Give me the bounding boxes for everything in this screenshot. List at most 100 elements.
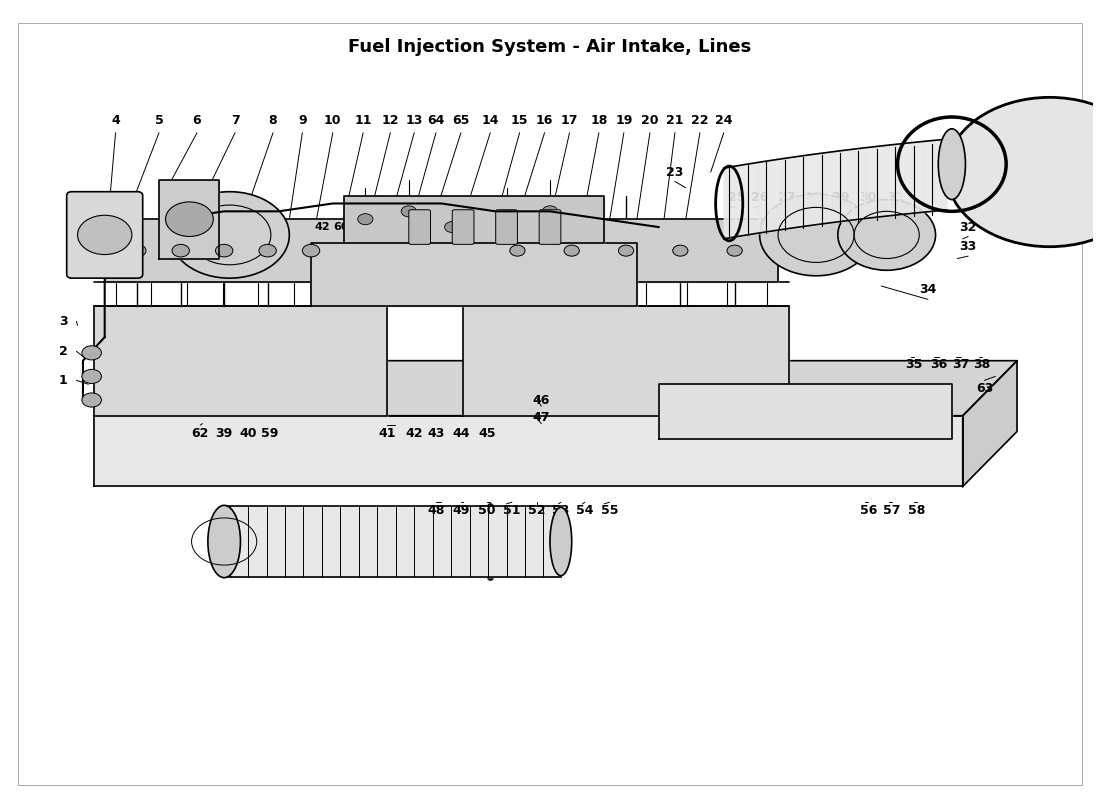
Circle shape <box>358 214 373 225</box>
Text: 31: 31 <box>887 190 904 204</box>
Text: 23: 23 <box>667 166 683 178</box>
Text: 21: 21 <box>667 114 684 127</box>
Ellipse shape <box>550 507 572 576</box>
Circle shape <box>165 202 213 237</box>
Circle shape <box>81 370 101 383</box>
FancyBboxPatch shape <box>539 210 561 244</box>
Text: 7: 7 <box>231 114 240 127</box>
Circle shape <box>618 245 634 256</box>
Text: 64: 64 <box>427 114 444 127</box>
Circle shape <box>673 245 688 256</box>
Text: 43: 43 <box>427 426 444 439</box>
Polygon shape <box>343 196 604 242</box>
Circle shape <box>509 245 525 256</box>
Text: 33: 33 <box>959 240 977 254</box>
Polygon shape <box>94 306 387 416</box>
Text: 61: 61 <box>352 222 367 232</box>
FancyBboxPatch shape <box>409 210 430 244</box>
Text: 57: 57 <box>883 503 901 517</box>
Text: 32: 32 <box>959 221 977 234</box>
Text: 59: 59 <box>261 426 278 439</box>
Text: 48: 48 <box>427 503 444 517</box>
Text: 53: 53 <box>552 503 570 517</box>
Circle shape <box>258 244 276 257</box>
Circle shape <box>169 192 289 278</box>
Text: 29: 29 <box>833 190 850 204</box>
Text: 16: 16 <box>536 114 553 127</box>
Text: 19: 19 <box>615 114 632 127</box>
Text: 28: 28 <box>804 190 822 204</box>
Text: 2: 2 <box>59 345 68 358</box>
Text: 62: 62 <box>191 426 209 439</box>
FancyBboxPatch shape <box>67 192 143 278</box>
Circle shape <box>81 393 101 407</box>
Polygon shape <box>474 219 778 282</box>
Text: 47: 47 <box>532 410 550 424</box>
Polygon shape <box>311 242 637 306</box>
Polygon shape <box>962 361 1018 486</box>
Text: 60: 60 <box>333 222 349 232</box>
Circle shape <box>302 244 320 257</box>
Text: 55: 55 <box>601 503 618 517</box>
Text: 42: 42 <box>315 222 330 232</box>
Text: 40: 40 <box>240 426 256 439</box>
Text: 18: 18 <box>591 114 607 127</box>
Text: 51: 51 <box>503 503 520 517</box>
Text: 65: 65 <box>452 114 470 127</box>
Text: 46: 46 <box>532 394 550 406</box>
Polygon shape <box>104 219 376 282</box>
Ellipse shape <box>938 129 966 199</box>
Text: 41: 41 <box>378 426 396 439</box>
Text: 36: 36 <box>931 358 947 371</box>
Circle shape <box>760 194 872 276</box>
Text: 50: 50 <box>478 503 496 517</box>
Text: 44: 44 <box>452 426 470 439</box>
Text: 10: 10 <box>324 114 341 127</box>
Circle shape <box>542 206 558 217</box>
Circle shape <box>172 244 189 257</box>
Ellipse shape <box>208 506 241 578</box>
Text: 9: 9 <box>298 114 307 127</box>
Text: 24: 24 <box>715 114 733 127</box>
Circle shape <box>499 214 514 225</box>
Circle shape <box>77 215 132 254</box>
Text: 56: 56 <box>859 503 877 517</box>
Text: 17: 17 <box>561 114 579 127</box>
Polygon shape <box>659 384 952 439</box>
Text: 20: 20 <box>641 114 659 127</box>
Text: 14: 14 <box>482 114 499 127</box>
Circle shape <box>402 206 417 217</box>
Text: 54: 54 <box>576 503 594 517</box>
Circle shape <box>81 346 101 360</box>
Circle shape <box>838 199 936 270</box>
Polygon shape <box>94 416 962 486</box>
Text: 15: 15 <box>510 114 528 127</box>
Text: 26: 26 <box>751 190 768 204</box>
Text: 1: 1 <box>59 374 68 387</box>
Text: 49: 49 <box>452 503 470 517</box>
Polygon shape <box>463 306 789 416</box>
Text: 45: 45 <box>478 426 496 439</box>
Text: 39: 39 <box>216 426 233 439</box>
Text: 30: 30 <box>859 190 877 204</box>
Text: 22: 22 <box>691 114 708 127</box>
Text: 38: 38 <box>974 358 991 371</box>
Text: 63: 63 <box>976 382 993 394</box>
Text: 34: 34 <box>920 283 937 297</box>
FancyBboxPatch shape <box>452 210 474 244</box>
Circle shape <box>727 245 742 256</box>
Polygon shape <box>94 361 1018 416</box>
Text: Fuel Injection System - Air Intake, Lines: Fuel Injection System - Air Intake, Line… <box>349 38 751 56</box>
Text: 25: 25 <box>728 190 746 204</box>
Text: 13: 13 <box>406 114 422 127</box>
Circle shape <box>444 222 460 233</box>
Text: 5: 5 <box>155 114 164 127</box>
Text: 27: 27 <box>778 190 795 204</box>
Text: 42: 42 <box>406 426 424 439</box>
Circle shape <box>946 98 1100 246</box>
Text: 4: 4 <box>111 114 120 127</box>
Text: 12: 12 <box>382 114 399 127</box>
Circle shape <box>564 245 580 256</box>
Text: 35: 35 <box>905 358 923 371</box>
Circle shape <box>216 244 233 257</box>
